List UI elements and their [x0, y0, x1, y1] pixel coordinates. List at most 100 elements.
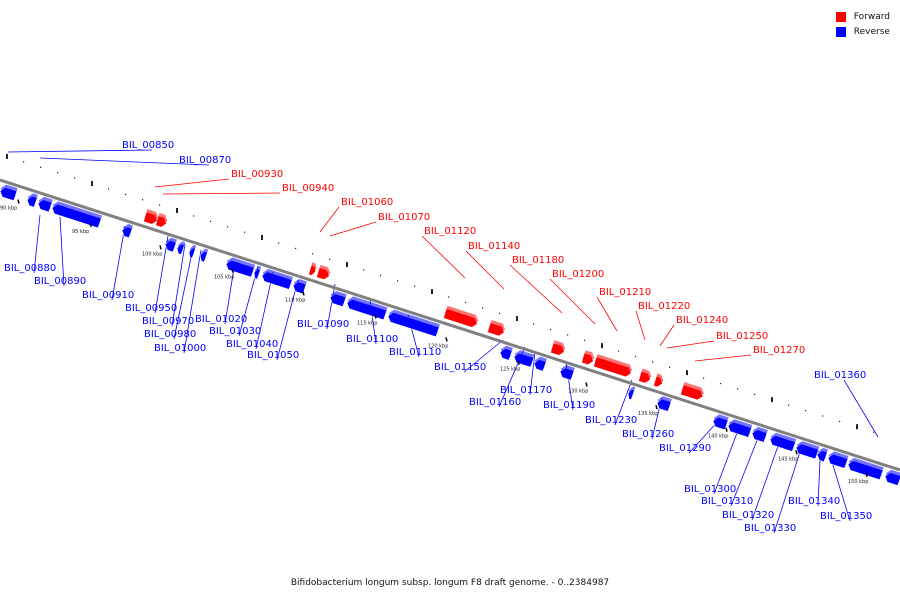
gene-label-reverse: BIL_01050 — [247, 350, 299, 361]
gene-labels: BIL_00930 BIL_00940 BIL_01060 BIL_01070 BIL_… — [4, 140, 872, 534]
gene-arrow-reverse — [51, 201, 103, 229]
scale-tick-label: 90 kbp — [0, 206, 17, 212]
ring-dot — [771, 397, 773, 403]
scale-tick-label: 115 kbp — [357, 321, 377, 327]
ring-dot — [822, 415, 824, 417]
legend-forward-swatch — [835, 11, 846, 22]
leader-line — [529, 351, 536, 396]
scale-tick-mark — [585, 382, 588, 387]
leader-line — [773, 451, 801, 534]
gene-arrow-reverse — [292, 279, 307, 295]
gene-label-reverse: BIL_01340 — [788, 496, 840, 507]
gene-label-reverse: BIL_01160 — [469, 397, 521, 408]
gene-arrow-reverse — [769, 432, 797, 452]
leader-line — [162, 192, 281, 195]
ring-dot — [499, 312, 501, 314]
leader-line — [154, 178, 230, 188]
gene-label-reverse: BIL_01100 — [346, 334, 398, 345]
leader-line — [817, 459, 821, 507]
gene-arrow-reverse — [559, 365, 575, 381]
gene-arrow-reverse — [533, 356, 547, 372]
leader-line — [751, 445, 779, 521]
gene-label-reverse: BIL_01000 — [154, 343, 206, 354]
gene-arrow-forward — [316, 264, 331, 281]
scale-tick-mark — [159, 245, 162, 250]
gene-label-reverse: BIL_00970 — [142, 316, 194, 327]
gene-arrow-reverse — [827, 451, 849, 469]
scale-tick-label: 135 kbp — [638, 411, 658, 417]
ring-dot — [159, 204, 161, 206]
gene-label-reverse: BIL_01090 — [297, 319, 349, 330]
leader-line — [713, 424, 741, 495]
scale-tick-mark — [445, 337, 448, 342]
scale-tick-mark — [89, 222, 92, 227]
gene-label-forward: BIL_01270 — [753, 345, 805, 356]
gene-arrow-reverse — [656, 396, 672, 412]
gene-label-reverse: BIL_01320 — [722, 510, 774, 521]
gene-arrow-reverse — [884, 469, 900, 486]
gene-arrow-reverse — [121, 223, 134, 239]
ring-dot — [465, 301, 467, 304]
leader-line — [614, 379, 633, 426]
ring-dot — [125, 193, 127, 195]
gene-arrow-reverse — [712, 414, 729, 431]
leader-line — [694, 354, 752, 362]
gene-label-reverse: BIL_01170 — [500, 385, 552, 396]
figure-caption: Bifidobacterium longum subsp. longum F8 … — [290, 578, 610, 588]
ring-dot — [261, 234, 263, 240]
leader-line — [831, 461, 851, 522]
ring-dot — [839, 420, 841, 423]
scale-tick-mark — [795, 450, 798, 455]
leader-line — [843, 379, 879, 438]
ring-dot — [329, 258, 331, 260]
leader-line — [171, 243, 186, 327]
ring-dot — [278, 242, 280, 244]
gene-label-forward: BIL_00940 — [282, 183, 334, 194]
legend: Forward Reverse — [835, 9, 890, 39]
gene-arrow-reverse — [0, 184, 18, 202]
gene-label-forward: BIL_01060 — [341, 197, 393, 208]
ring-dot — [737, 388, 739, 390]
gene-arrows — [0, 184, 900, 486]
gene-label-forward: BIL_00930 — [231, 169, 283, 180]
legend-reverse-swatch — [835, 26, 846, 37]
gene-arrow-forward — [680, 382, 704, 401]
scale-tick-mark — [231, 268, 234, 273]
ring-dot — [533, 323, 535, 325]
ring-dot — [108, 188, 110, 190]
ring-dot — [652, 361, 654, 363]
legend-reverse: Reverse — [835, 24, 890, 39]
ring-dot — [584, 339, 586, 341]
genome-backbone — [0, 178, 900, 472]
gene-arrow-reverse — [847, 457, 884, 481]
gene-label-forward: BIL_01140 — [468, 241, 520, 252]
gene-label-reverse: BIL_00950 — [125, 303, 177, 314]
ring-dot — [23, 161, 25, 163]
gene-label-reverse: BIL_00880 — [4, 263, 56, 274]
gene-arrow-reverse — [346, 296, 388, 321]
leader-line — [183, 249, 202, 354]
gene-label-reverse: BIL_01310 — [701, 496, 753, 507]
gene-label-forward: BIL_01200 — [552, 269, 604, 280]
leader-line — [421, 235, 466, 279]
ring-dot — [346, 262, 348, 268]
ring-dot — [397, 280, 399, 282]
scale-tick-label: 105 kbp — [214, 275, 234, 281]
gene-arrow-forward — [550, 340, 566, 356]
leader-line — [463, 339, 504, 373]
gene-arrow-reverse — [795, 441, 820, 460]
gene-label-forward: BIL_01240 — [676, 315, 728, 326]
scale-tick-mark — [865, 472, 868, 478]
ring-dot — [40, 166, 42, 168]
ring-dot — [567, 334, 569, 336]
scale-tick-label: 100 kbp — [142, 251, 162, 257]
legend-forward: Forward — [835, 9, 890, 24]
scale-tick-label: 95 kbp — [72, 229, 89, 235]
scale-tick-label: 125 kbp — [500, 367, 520, 373]
gene-label-forward: BIL_01210 — [599, 287, 651, 298]
gene-label-reverse: BIL_00870 — [179, 155, 231, 166]
ring-dot — [703, 377, 705, 379]
gene-arrow-forward — [487, 319, 506, 337]
ring-dot — [91, 180, 93, 186]
